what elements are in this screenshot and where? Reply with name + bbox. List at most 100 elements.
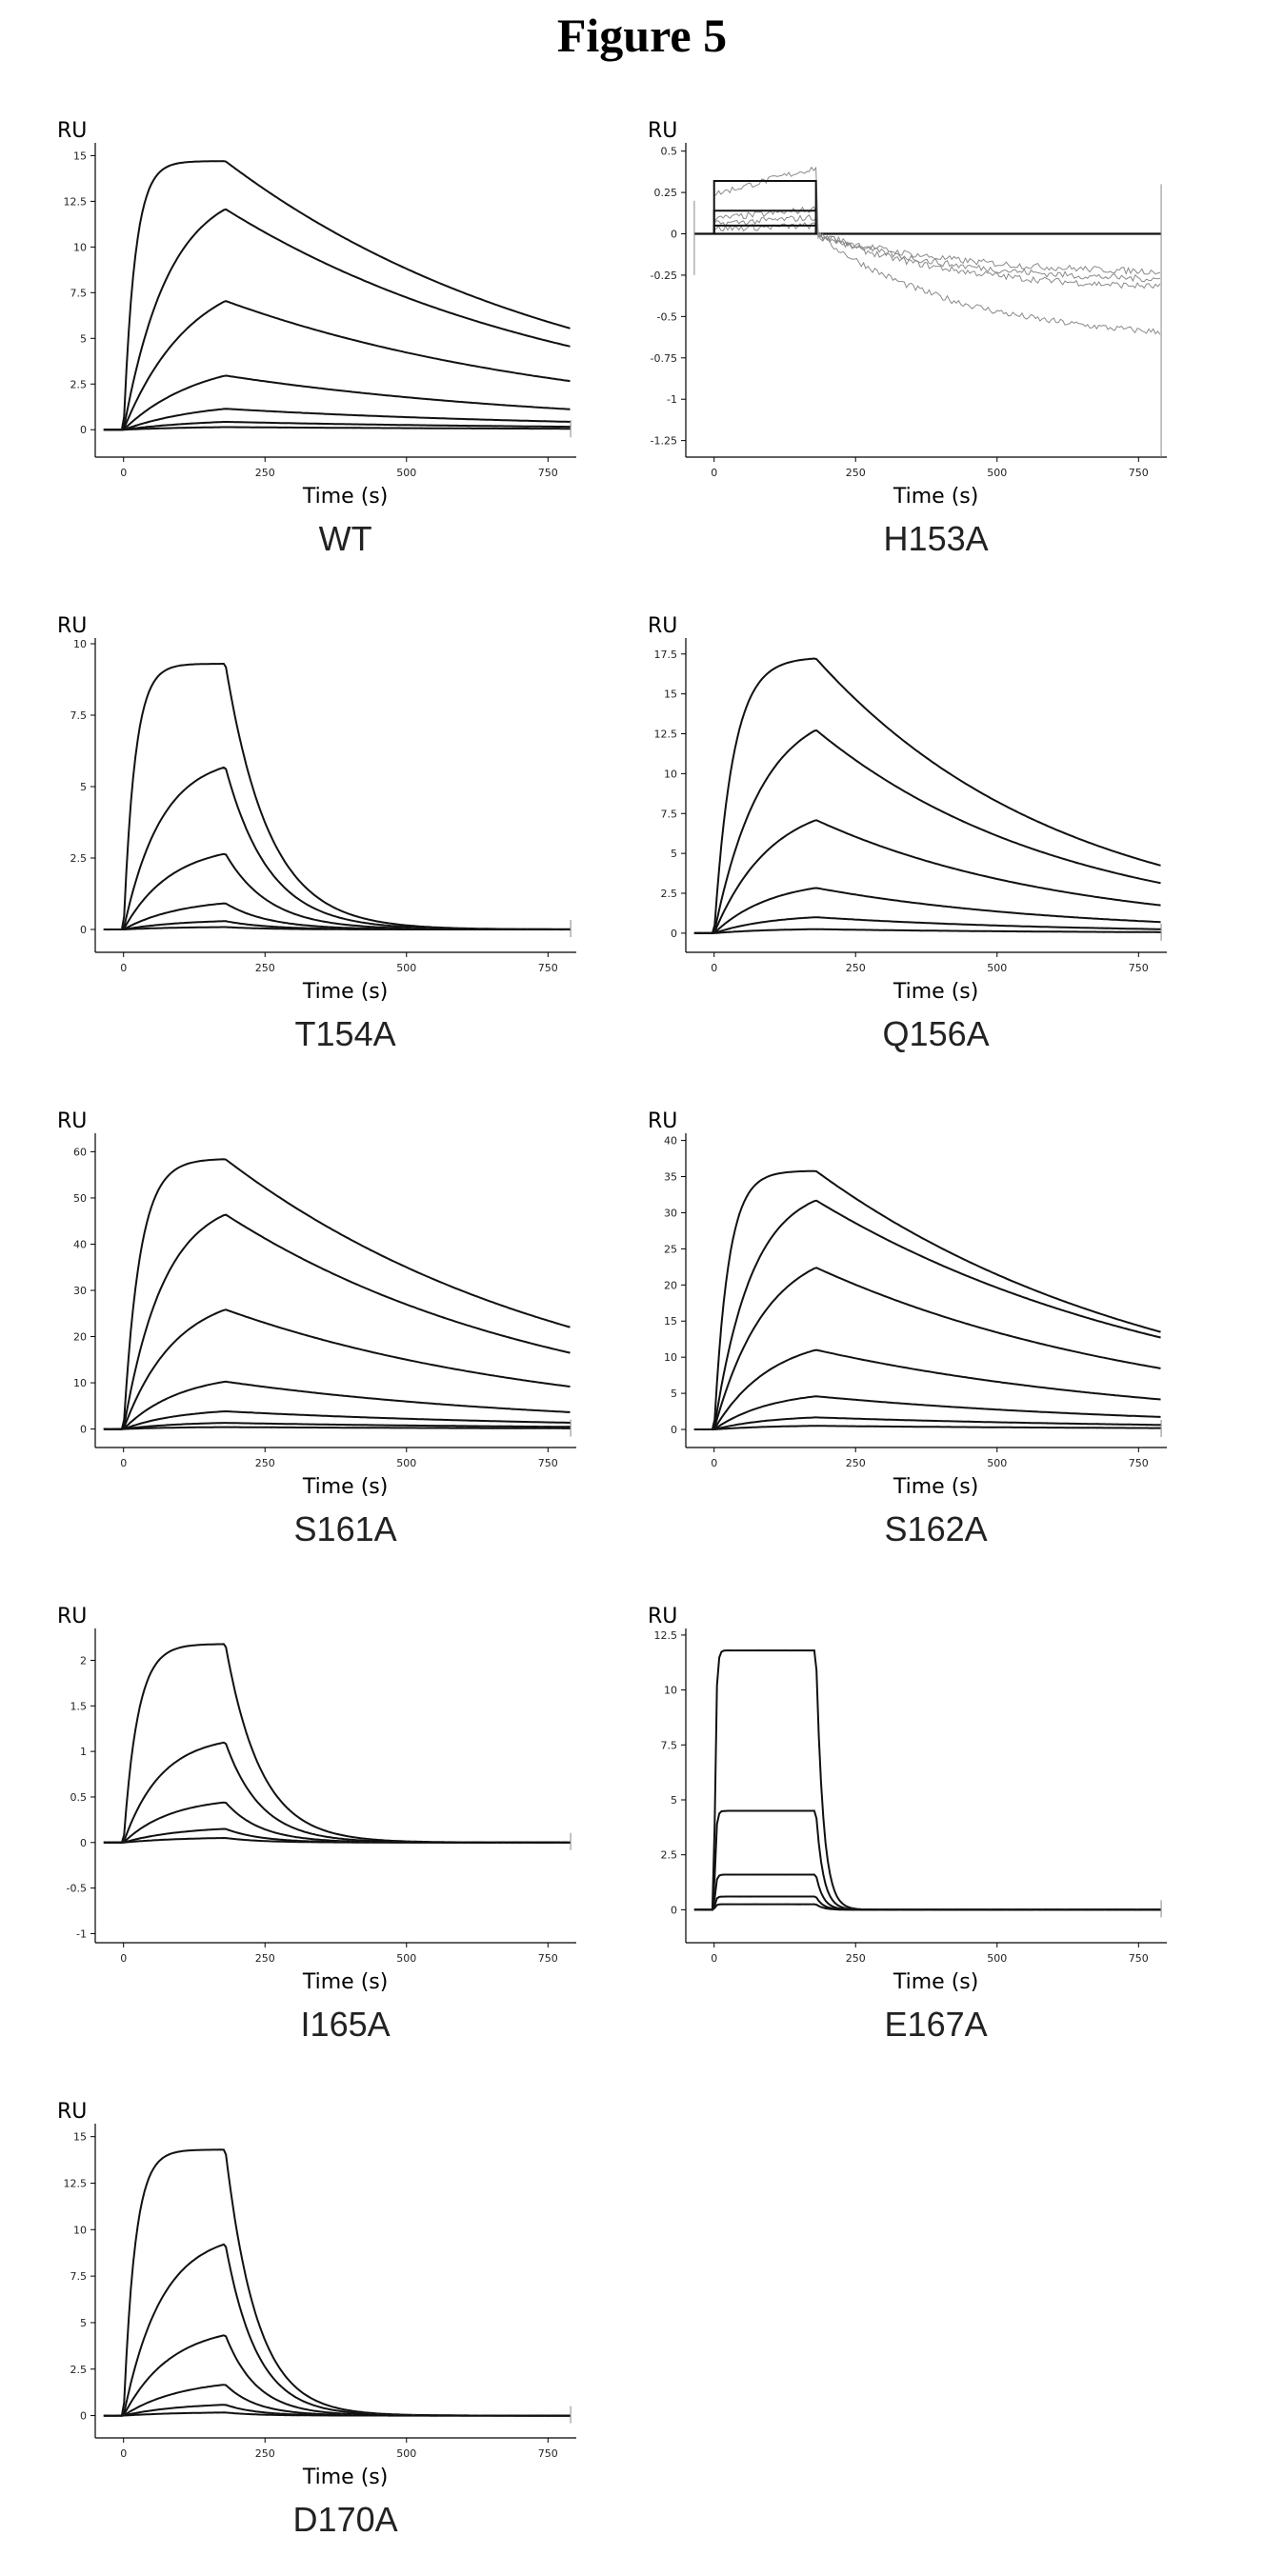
y-axis-label: RU — [648, 119, 677, 143]
y-tick-label: 15 — [664, 1315, 677, 1328]
x-tick-label: 250 — [255, 467, 275, 479]
y-tick-label: 15 — [73, 2131, 87, 2144]
fit-curve — [693, 1169, 1161, 1430]
y-tick-label: 5 — [671, 848, 677, 860]
y-tick-label: -0.25 — [651, 270, 677, 282]
fit-curve — [693, 1425, 1161, 1430]
panel-wt: RU 0 2.5 5 7.5 10 12.5 15 0 250 500 750 Time (s) WT — [38, 95, 610, 571]
raw-trace — [103, 1309, 571, 1430]
y-tick-label: 7.5 — [661, 1739, 678, 1751]
fit-curve — [103, 663, 571, 930]
y-tick-label: 0 — [671, 928, 677, 940]
y-tick-label: 7.5 — [661, 808, 678, 820]
x-tick-label: 500 — [987, 962, 1007, 974]
x-axis-label: Time (s) — [893, 485, 978, 509]
fit-curve — [103, 1380, 571, 1430]
fit-curve — [693, 1395, 1161, 1430]
x-tick-label: 0 — [711, 467, 717, 479]
fit-curve — [693, 729, 1161, 934]
y-tick-label: 2.5 — [661, 888, 678, 900]
fit-curve — [103, 300, 571, 431]
panel-label: Q156A — [883, 1014, 990, 1053]
x-axis-label: Time (s) — [302, 1970, 388, 1994]
fit-curve — [103, 926, 571, 930]
panel-s162a: RU 0 5 10 15 20 25 30 35 40 0 250 500 750 Time (s) S162… — [629, 1086, 1200, 1562]
y-tick-label: 17.5 — [654, 649, 678, 661]
y-tick-label: 12.5 — [654, 729, 678, 741]
raw-trace — [103, 2148, 571, 2417]
x-tick-label: 750 — [538, 467, 558, 479]
raw-trace — [713, 222, 1160, 283]
y-tick-label: 2 — [80, 1654, 87, 1667]
fit-curve — [693, 657, 1161, 934]
y-tick-label: -1 — [667, 393, 677, 406]
panel-label: T154A — [295, 1014, 396, 1053]
raw-trace — [103, 300, 571, 431]
x-tick-label: 0 — [711, 962, 717, 974]
fit-curve — [712, 224, 817, 234]
sensorgram-s161a: RU 0 10 20 30 40 50 60 0 250 500 750 Time (s) S161A — [57, 1109, 576, 1548]
fit-curve — [103, 374, 571, 431]
y-tick-label: 2.5 — [70, 378, 88, 390]
panel-i165a: RU -1 -0.5 0 0.5 1 1.5 2 0 250 500 750 Time (s) I165A — [38, 1581, 610, 2057]
y-tick-label: 7.5 — [70, 2270, 88, 2283]
sensorgram-q156a: RU 0 2.5 5 7.5 10 12.5 15 17.5 0 250 500 750 Time (s)… — [648, 614, 1167, 1053]
fit-curve — [693, 1416, 1161, 1430]
raw-trace — [103, 1214, 571, 1430]
x-tick-label: 0 — [711, 1457, 717, 1469]
raw-trace — [693, 887, 1161, 935]
x-tick-label: 750 — [538, 1457, 558, 1469]
figure-title: Figure 5 — [556, 9, 728, 62]
x-tick-label: 250 — [846, 467, 866, 479]
fit-curve — [693, 887, 1161, 934]
y-axis-label: RU — [57, 1605, 87, 1628]
fit-curve — [712, 179, 817, 234]
y-tick-label: 10 — [73, 1377, 87, 1389]
x-tick-label: 750 — [1129, 962, 1149, 974]
sensorgram-s162a: RU 0 5 10 15 20 25 30 35 40 0 250 500 750 Time (s) S162… — [648, 1109, 1167, 1548]
y-tick-label: 0 — [80, 924, 87, 936]
panel-q156a: RU 0 2.5 5 7.5 10 12.5 15 17.5 0 250 500 750 Time (s)… — [629, 590, 1200, 1067]
x-axis-label: Time (s) — [302, 1475, 388, 1499]
y-tick-label: 0.5 — [661, 146, 678, 158]
y-tick-label: 10 — [73, 2224, 87, 2236]
raw-trace — [693, 1169, 1161, 1431]
x-tick-label: 0 — [120, 467, 127, 479]
y-tick-label: 40 — [73, 1238, 87, 1250]
x-axis-label: Time (s) — [302, 2466, 388, 2489]
y-tick-label: 0 — [671, 229, 677, 241]
x-tick-label: 250 — [255, 2447, 275, 2460]
x-tick-label: 0 — [120, 962, 127, 974]
raw-trace — [103, 2334, 571, 2417]
fit-curve — [103, 1422, 571, 1430]
panel-label: E167A — [885, 2005, 988, 2044]
panel-label: H153A — [884, 519, 989, 558]
sensorgram-e167a: RU 0 2.5 5 7.5 10 12.5 0 250 500 750 Time (s) E167A — [648, 1605, 1167, 2044]
y-tick-label: 0 — [80, 424, 87, 436]
y-tick-label: 10 — [664, 1351, 677, 1364]
raw-trace — [693, 657, 1161, 935]
x-axis-label: Time (s) — [893, 1475, 978, 1499]
sensorgram-h153a: RU -1.25 -1 -0.75 -0.5 -0.25 0 0.25 0.5 0 250 500 75… — [648, 119, 1167, 558]
raw-trace — [693, 1200, 1161, 1431]
fit-curve — [693, 1903, 1161, 1911]
y-tick-label: -1.25 — [651, 435, 677, 448]
raw-trace — [103, 663, 571, 931]
fit-curve — [693, 1895, 1161, 1911]
raw-trace — [103, 2243, 571, 2417]
raw-trace — [693, 1395, 1161, 1431]
y-tick-label: 20 — [664, 1279, 677, 1291]
sensorgram-d170a: RU 0 2.5 5 7.5 10 12.5 15 0 250 500 750 Time (s) D170… — [57, 2100, 576, 2539]
y-axis-label: RU — [57, 119, 87, 143]
fit-curve — [103, 160, 571, 431]
fit-curve — [693, 1348, 1161, 1430]
raw-trace — [693, 1809, 1161, 1911]
raw-trace — [103, 767, 571, 931]
y-tick-label: 40 — [664, 1135, 677, 1148]
y-tick-label: 35 — [664, 1171, 677, 1184]
fit-curve — [103, 2243, 571, 2417]
x-tick-label: 250 — [846, 1952, 866, 1965]
y-tick-label: 12.5 — [64, 2177, 88, 2189]
raw-trace — [693, 729, 1161, 934]
fit-curve — [103, 1409, 571, 1430]
